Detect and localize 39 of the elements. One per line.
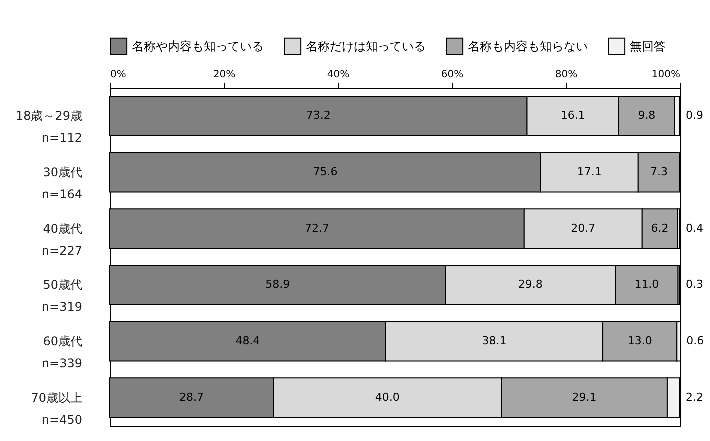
y-tick-label: 50歳代 n=319 [42,278,82,314]
data-label: 48.4 [236,334,260,348]
data-label: 40.0 [375,390,400,404]
x-tick-label: 20% [213,70,236,80]
data-label: 6.2 [651,222,669,235]
legend-label: 名称も内容も知らない [468,39,588,54]
x-tick-label: 40% [327,70,350,80]
y-tick-label: 30歳代 n=164 [42,166,82,202]
x-tick-label: 60% [441,70,464,80]
y-tick-label: 70歳以上 n=450 [31,390,82,427]
y-tick-label: 18歳～29歳 n=112 [16,109,82,146]
data-label: 58.9 [266,278,290,292]
data-label: 0.3 [686,278,704,292]
legend-label: 名称だけは知っている [306,39,426,54]
data-label: 7.3 [650,166,668,178]
data-label: 9.8 [638,109,656,122]
data-label: 75.6 [313,166,338,178]
data-label: 13.0 [628,334,652,348]
data-label: 29.1 [572,390,597,404]
data-label: 38.1 [482,334,507,348]
x-tick-label: 80% [555,70,578,80]
x-tick-label: 100% [652,70,680,80]
data-label: 72.7 [304,222,330,235]
legend-label: 無回答 [630,39,666,54]
y-tick-label: 40歳代 n=227 [42,222,82,258]
data-label: 28.7 [180,390,204,404]
data-label: 16.1 [560,109,586,122]
data-label: 0.9 [686,109,704,122]
x-tick-label: 0% [110,70,126,80]
data-label: 2.2 [686,390,704,404]
data-label: 20.7 [571,222,596,235]
y-tick-label: 60歳代 n=339 [42,334,82,370]
data-label: 0.4 [686,222,704,235]
data-label: 11.0 [634,278,660,292]
data-label: 17.1 [577,166,602,178]
data-label: 73.2 [306,109,331,122]
data-label: 29.8 [518,278,543,292]
data-label: 0.6 [686,334,704,348]
legend-label: 名称や内容も知っている [132,39,264,54]
